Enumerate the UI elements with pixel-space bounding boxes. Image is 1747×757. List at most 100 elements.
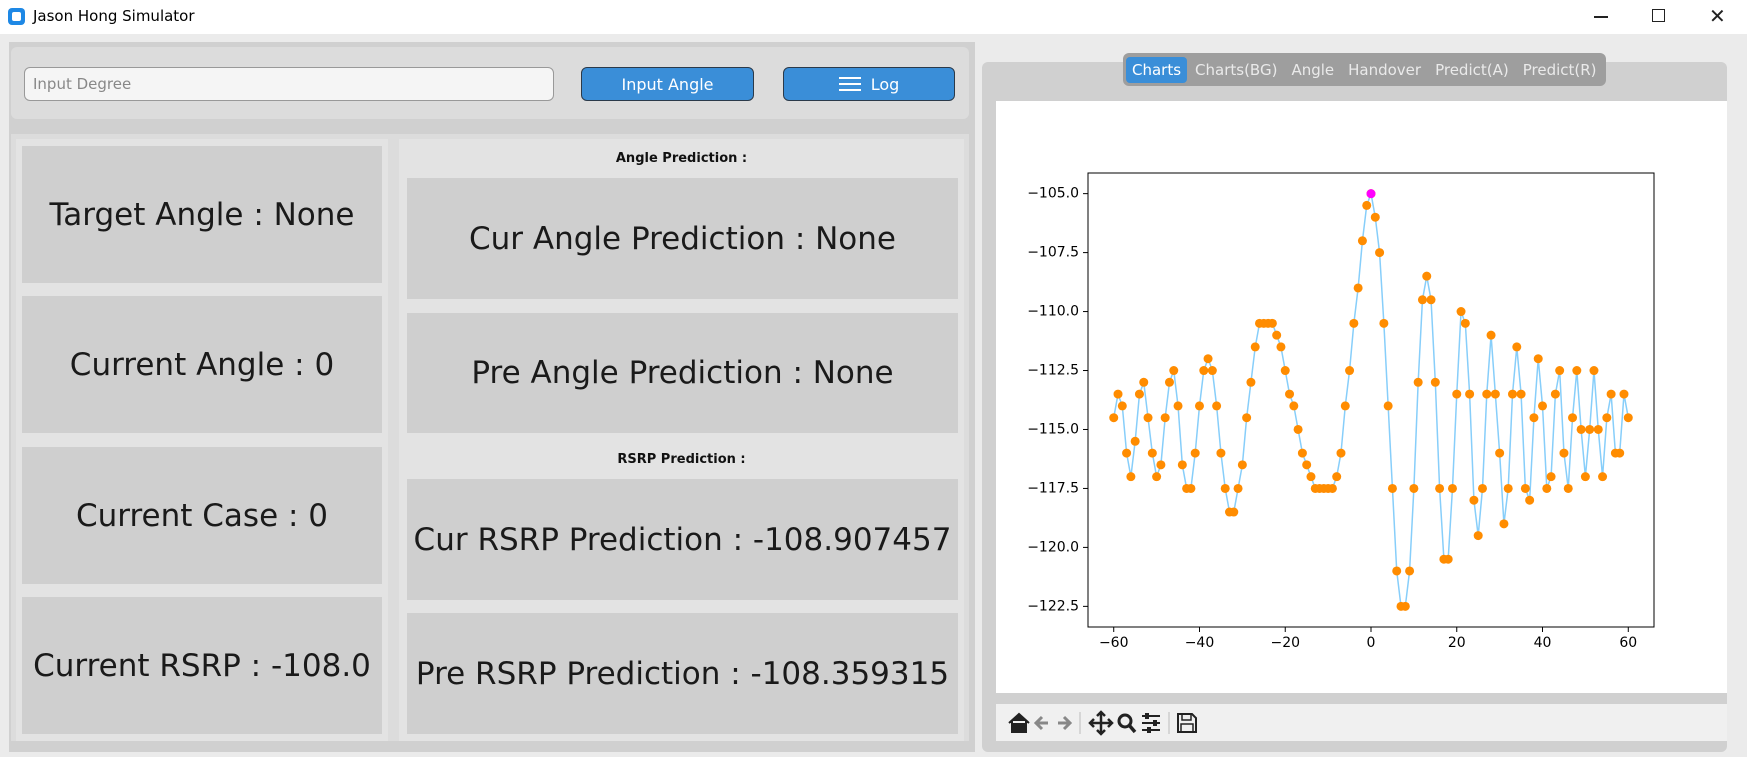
back-icon[interactable] (1033, 715, 1048, 731)
data-point (1212, 401, 1222, 411)
button-label: Input Angle (621, 74, 714, 94)
data-point (1602, 413, 1612, 423)
tab[interactable]: Angle (1291, 60, 1335, 79)
data-point (1122, 448, 1132, 458)
data-point (1508, 389, 1517, 399)
data-point (1563, 483, 1573, 493)
data-point (1482, 389, 1492, 399)
data-point (1447, 483, 1457, 493)
data-point (1267, 318, 1277, 328)
data-point (1302, 460, 1312, 470)
section-heading: Angle Prediction : (615, 151, 748, 166)
maximize[interactable] (1652, 9, 1665, 22)
tab[interactable]: Predict(R) (1522, 60, 1597, 79)
section-heading: RSRP Prediction : (617, 452, 746, 467)
data-point (1306, 472, 1316, 482)
data-point (1194, 401, 1204, 411)
data-point (1250, 342, 1260, 352)
data-point (1477, 483, 1487, 493)
data-point (1289, 401, 1299, 411)
x-tick-label: −20 (1270, 635, 1300, 651)
y-tick-label: −112.5 (1027, 363, 1079, 379)
pan-icon[interactable] (1088, 710, 1114, 736)
zoom-icon[interactable] (1117, 713, 1133, 729)
data-point (1559, 448, 1569, 458)
x-tick-label: 20 (1448, 635, 1466, 651)
status-box: Target Angle : None (22, 146, 382, 283)
data-point (1615, 448, 1625, 458)
x-tick-label: −40 (1185, 635, 1215, 651)
data-point (1550, 389, 1560, 399)
forward-icon[interactable] (1058, 715, 1073, 731)
data-point (1486, 330, 1496, 340)
data-point (1345, 366, 1355, 376)
tab[interactable]: Charts (1126, 56, 1188, 83)
data-point (1443, 554, 1453, 564)
data-point (1147, 448, 1157, 458)
data-point (1580, 472, 1590, 482)
toolbar-icons (1008, 710, 1197, 736)
data-point (1456, 307, 1466, 317)
data-point (1413, 377, 1423, 387)
data-point (1109, 413, 1119, 423)
data-point (1237, 460, 1247, 470)
data-point (1568, 413, 1578, 423)
data-point (1460, 318, 1470, 328)
data-point (1117, 401, 1127, 411)
axes-frame (1087, 172, 1655, 628)
data-point (1405, 566, 1415, 576)
data-point (1585, 424, 1595, 434)
data-point (1435, 483, 1445, 493)
tab-bar: Charts Charts(BG) Angle Handover Predict(A) P… (1123, 53, 1606, 86)
data-point (1383, 401, 1393, 411)
y-tick-label: −115.0 (1027, 421, 1079, 437)
data-point (1203, 354, 1213, 364)
data-point (1619, 389, 1629, 399)
degree-input[interactable]: Input Degree (24, 67, 554, 101)
data-point (1126, 472, 1136, 482)
data-point (1606, 389, 1616, 399)
data-point (1542, 483, 1552, 493)
tab[interactable]: Charts(BG) (1195, 60, 1278, 79)
data-point (1512, 342, 1522, 352)
data-point (1417, 295, 1427, 305)
data-point (1375, 248, 1385, 258)
log-button[interactable]: Log (783, 67, 955, 101)
status-box: Current RSRP : -108.0 (22, 597, 382, 734)
home-icon[interactable] (1008, 712, 1030, 733)
data-point (1353, 283, 1363, 293)
tab[interactable]: Predict(A) (1435, 60, 1509, 79)
data-point (1555, 366, 1565, 376)
data-point (1623, 413, 1633, 423)
data-point (1332, 472, 1342, 482)
data-point (1134, 389, 1144, 399)
data-point (1430, 377, 1440, 387)
data-point (1216, 448, 1226, 458)
data-point (1538, 401, 1548, 411)
data-point (1572, 366, 1582, 376)
data-point (1525, 495, 1535, 505)
data-point (1469, 495, 1479, 505)
data-point (1186, 483, 1196, 493)
data-point (1576, 424, 1586, 434)
data-point (1362, 200, 1372, 210)
data-line (1112, 190, 1630, 608)
data-point (1379, 318, 1389, 328)
data-point (1293, 424, 1303, 434)
data-point (1169, 366, 1179, 376)
y-tick-label: −110.0 (1027, 304, 1079, 320)
data-point (1160, 413, 1170, 423)
data-point (1113, 389, 1123, 399)
input-angle-button[interactable]: Input Angle (581, 67, 754, 101)
minimize[interactable] (1594, 16, 1608, 18)
data-point (1495, 448, 1505, 458)
y-tick-label: −105.0 (1027, 186, 1079, 202)
current-point (1366, 189, 1376, 199)
prediction-box: Cur Angle Prediction : None (407, 178, 958, 299)
title-bar: Jason Hong Simulator ✕ (0, 0, 1747, 34)
x-tick-label: 0 (1367, 635, 1376, 651)
tab[interactable]: Handover (1348, 60, 1422, 79)
data-point (1164, 377, 1174, 387)
close[interactable]: ✕ (1709, 4, 1726, 28)
